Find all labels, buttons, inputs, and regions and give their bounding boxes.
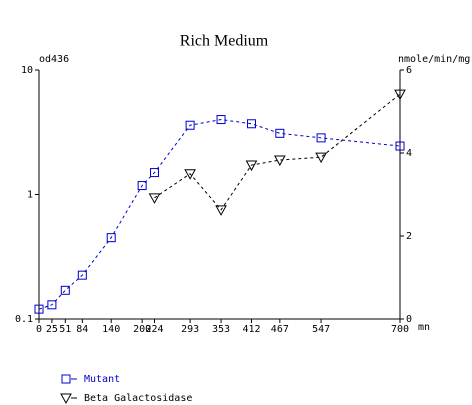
x-tick-label: 547: [312, 324, 330, 335]
y-tick-label: 1: [27, 190, 33, 201]
marker: [106, 233, 116, 243]
series-line: [38, 119, 401, 310]
x-tick-label: 700: [391, 324, 409, 335]
marker: [245, 160, 258, 172]
marker: [273, 155, 286, 167]
series-line: [154, 93, 401, 211]
marker: [216, 115, 226, 125]
marker: [394, 89, 406, 101]
x-tick-label: 84: [76, 324, 88, 335]
marker: [34, 304, 44, 314]
marker: [315, 152, 327, 164]
y2-tick-label: 6: [406, 65, 412, 76]
legend-marker: [61, 374, 71, 384]
y2-tick-label: 0: [406, 314, 412, 325]
marker: [395, 141, 405, 151]
marker: [215, 205, 227, 216]
y2-axis-label: nmole/min/mg: [398, 54, 470, 65]
marker: [150, 168, 160, 178]
y-tick-label: 0.1: [15, 314, 33, 325]
legend-label: Beta Galactosidase: [84, 393, 192, 404]
x-tick-label: 293: [181, 324, 199, 335]
y-tick-label: 10: [21, 65, 33, 76]
marker: [60, 285, 70, 295]
marker: [47, 300, 57, 310]
chart-title: Rich Medium: [180, 33, 269, 50]
x-tick-label: 140: [102, 324, 120, 335]
x-tick-label: 224: [145, 324, 163, 335]
x-tick-label: 412: [242, 324, 260, 335]
y2-tick-label: 2: [406, 231, 412, 242]
legend-label: Mutant: [84, 374, 120, 385]
marker: [184, 169, 196, 180]
marker: [246, 119, 256, 129]
marker: [185, 120, 195, 130]
marker: [275, 128, 285, 138]
marker: [137, 181, 147, 191]
x-tick-label: 51: [59, 324, 71, 335]
x-tick-label: 0: [36, 324, 42, 335]
marker: [77, 270, 87, 280]
marker: [316, 133, 326, 143]
x-tick-label: 467: [271, 324, 289, 335]
marker: [148, 193, 161, 204]
x-tick-label: 25: [46, 324, 58, 335]
x-axis-label: mn: [418, 322, 430, 333]
x-tick-label: 200: [133, 324, 151, 335]
legend-marker: [60, 393, 72, 405]
y-axis-label: od436: [39, 54, 69, 65]
y2-tick-label: 4: [406, 148, 412, 159]
x-tick-label: 353: [212, 324, 230, 335]
